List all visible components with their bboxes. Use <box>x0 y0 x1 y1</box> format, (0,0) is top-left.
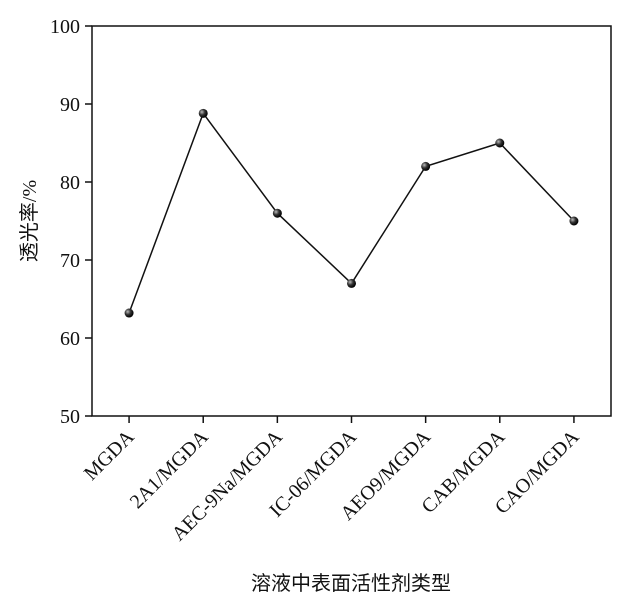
data-point <box>421 161 431 171</box>
y-tick-label: 100 <box>50 16 80 38</box>
data-point <box>569 216 579 226</box>
data-point <box>495 138 505 148</box>
y-tick-label: 60 <box>60 328 80 350</box>
y-axis-label: 透光率/% <box>18 180 41 262</box>
data-point <box>124 308 134 318</box>
data-point <box>347 278 356 288</box>
x-tick-label: MGDA <box>80 426 139 485</box>
data-point <box>198 108 208 118</box>
y-tick-label: 80 <box>60 172 80 194</box>
y-tick-label: 90 <box>60 94 80 116</box>
y-tick-label: 70 <box>60 250 80 272</box>
y-tick-label: 50 <box>60 406 80 428</box>
plot-frame <box>91 25 612 417</box>
data-point <box>272 208 282 218</box>
x-axis-label: 溶液中表面活性剂类型 <box>251 572 451 595</box>
